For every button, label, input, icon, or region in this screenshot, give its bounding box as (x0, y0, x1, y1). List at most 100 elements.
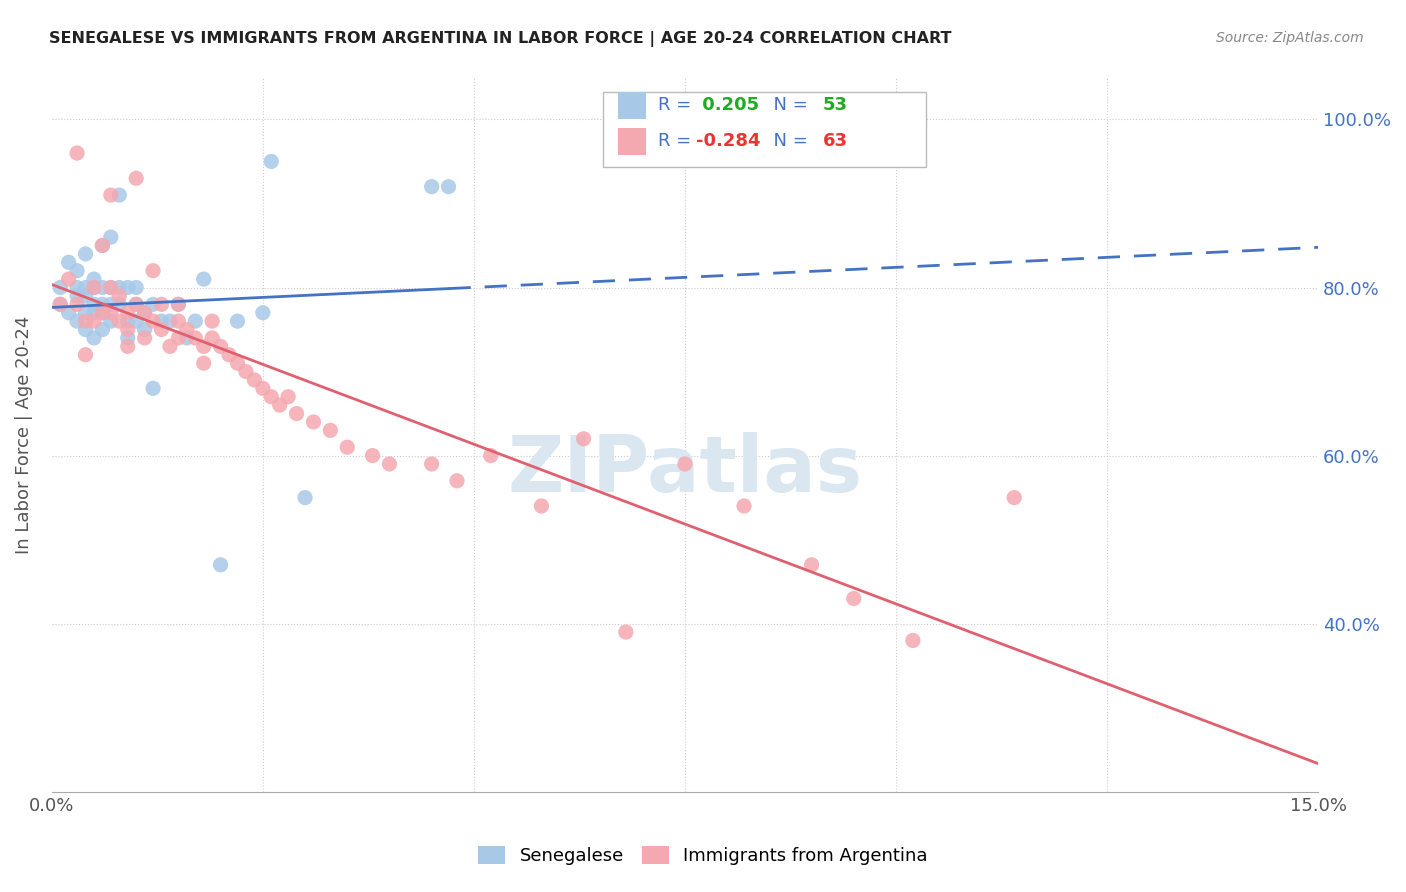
Point (108, 188, 131, 202)
Text: 63: 63 (823, 132, 848, 150)
Point (193, 356, 215, 370)
FancyBboxPatch shape (617, 128, 645, 154)
Point (336, 440, 359, 454)
Text: 53: 53 (823, 96, 848, 114)
Text: -0.284: -0.284 (696, 132, 761, 150)
Point (218, 348, 240, 362)
Point (75, 247, 97, 261)
Point (83, 306, 105, 320)
Point (277, 390, 299, 404)
Point (193, 339, 215, 353)
Point (108, 289, 131, 303)
Point (260, 154, 283, 169)
Point (800, 558, 823, 572)
Point (673, 457, 696, 471)
Point (100, 280, 122, 294)
Point (75, 289, 97, 303)
Point (83, 280, 105, 294)
Point (100, 230, 122, 244)
Point (91, 280, 114, 294)
Point (117, 322, 139, 336)
Point (117, 280, 139, 294)
Point (125, 314, 148, 328)
Point (75, 306, 97, 320)
Text: R =: R = (658, 132, 697, 150)
Y-axis label: In Labor Force | Age 20-24: In Labor Force | Age 20-24 (15, 316, 32, 554)
Point (66, 314, 89, 328)
Point (446, 474, 468, 488)
Point (49, 280, 72, 294)
Point (260, 390, 283, 404)
Point (193, 272, 215, 286)
Point (901, 633, 924, 648)
Point (252, 306, 274, 320)
Point (437, 179, 460, 194)
Point (100, 188, 122, 202)
Point (125, 297, 148, 311)
Point (252, 381, 274, 395)
Point (66, 289, 89, 303)
Point (150, 322, 173, 336)
Text: 0.205: 0.205 (696, 96, 759, 114)
Text: Source: ZipAtlas.com: Source: ZipAtlas.com (1216, 31, 1364, 45)
Point (201, 314, 224, 328)
Point (142, 263, 165, 277)
Point (91, 297, 114, 311)
Point (91, 238, 114, 252)
Point (66, 297, 89, 311)
Point (167, 297, 190, 311)
Point (167, 331, 190, 345)
Point (83, 331, 105, 345)
Legend: Senegalese, Immigrants from Argentina: Senegalese, Immigrants from Argentina (471, 838, 935, 872)
Point (201, 331, 224, 345)
Point (83, 272, 105, 286)
FancyBboxPatch shape (617, 92, 645, 119)
Point (83, 280, 105, 294)
Point (100, 280, 122, 294)
Point (58, 255, 80, 269)
Point (117, 339, 139, 353)
Point (100, 314, 122, 328)
Point (49, 297, 72, 311)
Point (125, 297, 148, 311)
Point (75, 280, 97, 294)
Point (91, 238, 114, 252)
Point (66, 263, 89, 277)
Point (184, 314, 207, 328)
Point (150, 297, 173, 311)
Point (100, 297, 122, 311)
Point (614, 625, 637, 640)
Point (176, 322, 198, 336)
Point (108, 297, 131, 311)
Point (134, 322, 156, 336)
Point (1002, 491, 1025, 505)
Point (117, 314, 139, 328)
Point (117, 306, 139, 320)
Text: ZIPatlas: ZIPatlas (508, 433, 862, 508)
Point (184, 331, 207, 345)
Point (209, 558, 232, 572)
Point (75, 348, 97, 362)
Text: SENEGALESE VS IMMIGRANTS FROM ARGENTINA IN LABOR FORCE | AGE 20-24 CORRELATION C: SENEGALESE VS IMMIGRANTS FROM ARGENTINA … (49, 31, 952, 47)
Text: N =: N = (762, 132, 814, 150)
Point (91, 322, 114, 336)
Point (420, 179, 443, 194)
Point (167, 297, 190, 311)
Point (420, 457, 443, 471)
FancyBboxPatch shape (603, 92, 925, 167)
Point (58, 272, 80, 286)
Point (83, 297, 105, 311)
Point (75, 314, 97, 328)
Point (243, 373, 266, 387)
Point (108, 280, 131, 294)
Point (108, 314, 131, 328)
Point (176, 331, 198, 345)
Point (226, 356, 249, 370)
Point (100, 306, 122, 320)
Point (294, 491, 316, 505)
Point (842, 591, 865, 606)
Point (142, 314, 165, 328)
Point (125, 280, 148, 294)
Point (66, 280, 89, 294)
Point (134, 306, 156, 320)
